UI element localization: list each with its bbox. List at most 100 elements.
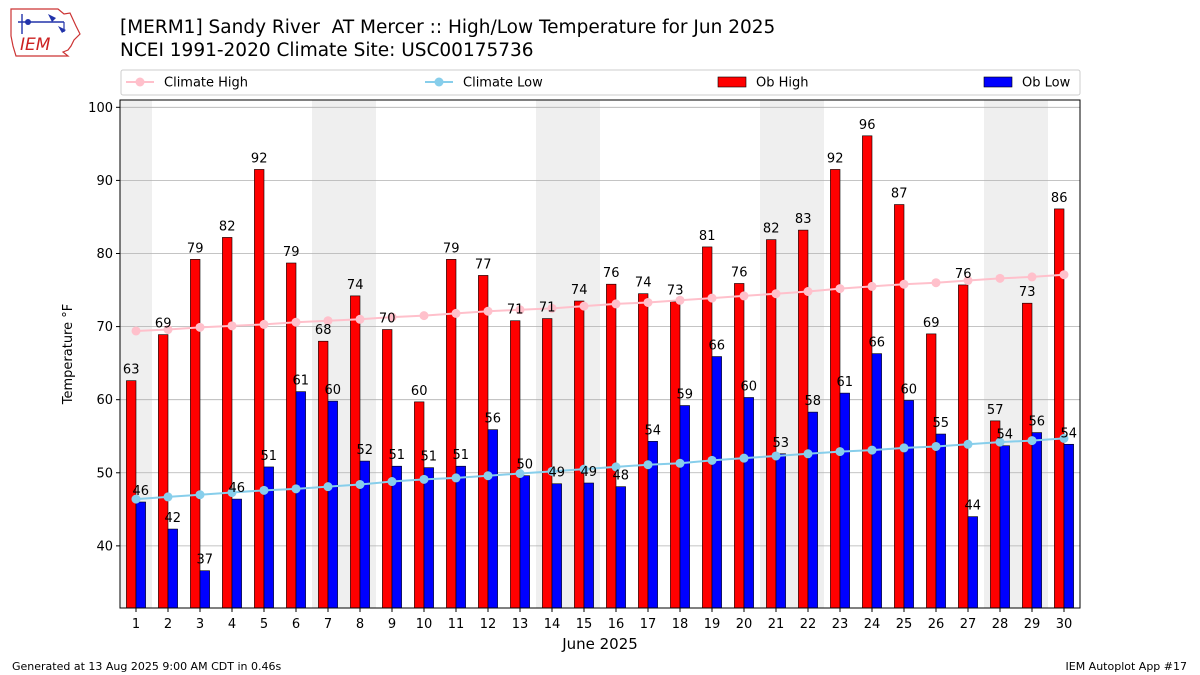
climate-high-point (483, 306, 493, 316)
climate-high-point (547, 303, 557, 313)
ob-low-bar (167, 528, 178, 609)
x-axis-label: June 2025 (561, 635, 638, 653)
x-tick-label: 6 (292, 617, 300, 632)
climate-high-point (771, 289, 781, 299)
ob-low-bar (199, 570, 210, 609)
ob-high-label: 82 (219, 219, 236, 234)
ob-low-bar (967, 516, 978, 609)
climate-lines (131, 270, 1069, 504)
ob-high-bar (606, 283, 617, 609)
ob-low-bar (487, 429, 498, 609)
ob-high-bar (414, 401, 425, 609)
ob-low-label: 54 (645, 423, 662, 438)
ob-low-label: 42 (165, 511, 182, 526)
ob-high-label: 76 (955, 267, 972, 282)
x-tick-label: 28 (992, 617, 1009, 632)
ob-low-label: 46 (133, 484, 150, 499)
ob-low-label: 60 (741, 379, 758, 394)
climate-high-point (291, 317, 301, 327)
legend: Climate High Climate Low Ob High Ob Low (120, 69, 1081, 96)
x-tick-label: 17 (640, 617, 657, 632)
climate-low-point (131, 494, 141, 504)
climate-low-point (483, 471, 493, 481)
climate-high-point (1027, 272, 1037, 282)
climate-high-point (163, 325, 173, 335)
climate-low-point (387, 477, 397, 487)
ob-low-label: 55 (933, 416, 950, 431)
ob-high-label: 96 (859, 118, 876, 133)
climate-low-point (547, 466, 557, 476)
climate-high-point (707, 293, 717, 303)
ob-high-bar (1054, 208, 1065, 609)
x-tick-label: 24 (864, 617, 881, 632)
climate-low-point (1027, 436, 1037, 446)
ob-low-label: 66 (869, 336, 886, 351)
ob-high-label: 83 (795, 212, 812, 227)
legend-label: Ob Low (1022, 76, 1071, 91)
x-tick-label: 3 (196, 617, 204, 632)
weekend-shading (120, 100, 1048, 608)
ob-high-bar (222, 237, 233, 609)
ob-low-bar (423, 467, 434, 609)
chart-title: [MERM1] Sandy River AT Mercer :: High/Lo… (120, 17, 776, 38)
x-tick-label: 11 (448, 617, 465, 632)
ob-low-bar (295, 391, 306, 609)
climate-high-line (135, 273, 1065, 332)
ob-high-label: 77 (475, 257, 492, 272)
plot-frame (119, 99, 1081, 609)
ob-high-bar (1022, 302, 1033, 609)
climate-low-point (995, 437, 1005, 447)
climate-high-point (899, 279, 909, 289)
ob-high-label: 74 (635, 276, 652, 291)
ob-high-bar (478, 275, 489, 609)
ob-low-label: 60 (901, 382, 918, 397)
data-labels: 63 46 69 42 79 37 82 46 92 51 79 61 68 60 74 52 70 51 60 51… (123, 118, 1077, 568)
app-note: IEM Autoplot App #17 (1065, 660, 1188, 673)
climate-high-point (643, 297, 653, 307)
ob-high-label: 69 (923, 316, 940, 331)
ob-low-bar (839, 392, 850, 609)
y-tick-label: 40 (96, 539, 113, 554)
x-tick-label: 30 (1056, 617, 1073, 632)
ob-high-label: 81 (699, 229, 716, 244)
y-tick-label: 50 (96, 466, 113, 481)
climate-high-point (995, 273, 1005, 283)
ob-high-bar (798, 229, 809, 609)
climate-high-point (739, 291, 749, 301)
climate-low-point (643, 460, 653, 470)
climate-low-point (291, 484, 301, 494)
ob-low-label: 46 (229, 481, 246, 496)
ob-high-label: 92 (251, 151, 268, 166)
climate-low-point (675, 458, 685, 468)
legend-bar-swatch (983, 76, 1013, 88)
ob-high-label: 92 (827, 151, 844, 166)
legend-marker (434, 77, 444, 87)
ob-high-label: 82 (763, 222, 780, 237)
x-tick-label: 2 (164, 617, 172, 632)
ob-high-label: 74 (571, 283, 588, 298)
x-tick-label: 23 (832, 617, 849, 632)
ob-high-bar (542, 318, 553, 609)
legend-marker (135, 77, 145, 87)
climate-low-point (419, 474, 429, 484)
legend-label: Climate Low (463, 76, 543, 91)
ob-low-label: 66 (709, 339, 726, 354)
ob-high-label: 73 (1019, 285, 1036, 300)
x-tick-label: 12 (480, 617, 497, 632)
ob-low-label: 48 (613, 469, 630, 484)
y-tick-label: 100 (88, 101, 113, 116)
climate-high-point (419, 311, 429, 321)
ob-high-label: 73 (667, 284, 684, 299)
ob-low-bar (327, 400, 338, 609)
climate-high-point (259, 319, 269, 329)
chart-subtitle: NCEI 1991-2020 Climate Site: USC00175736 (120, 40, 534, 61)
ob-low-label: 54 (997, 428, 1014, 443)
x-tick-label: 9 (388, 617, 396, 632)
climate-low-point (803, 449, 813, 459)
ob-high-bar (254, 169, 265, 609)
ob-low-label: 59 (677, 388, 694, 403)
climate-low-point (707, 455, 717, 465)
climate-low-point (867, 445, 877, 455)
climate-low-point (579, 464, 589, 474)
ob-low-label: 56 (1029, 415, 1046, 430)
